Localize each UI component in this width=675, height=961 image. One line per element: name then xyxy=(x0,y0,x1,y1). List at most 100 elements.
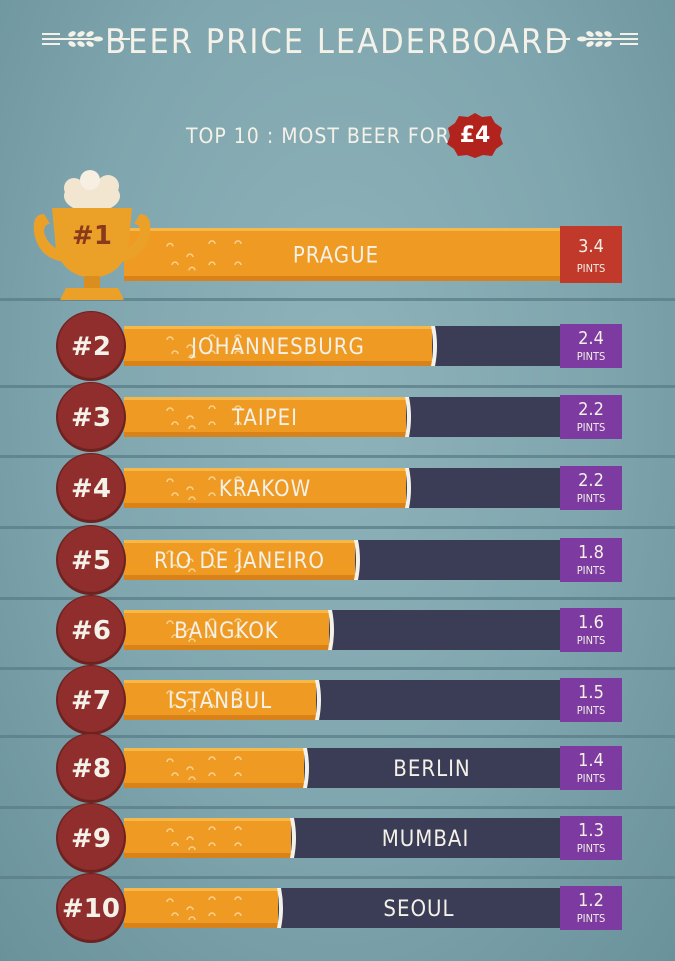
unit-label: PINTS xyxy=(577,842,606,855)
unit-label: PINTS xyxy=(577,564,606,577)
pints-box xyxy=(560,678,622,722)
unit-label: PINTS xyxy=(577,912,606,925)
city-label: PRAGUE xyxy=(293,244,379,269)
bubble xyxy=(171,704,179,709)
rank-label: #1 xyxy=(72,221,112,251)
bubble xyxy=(188,638,196,643)
bar-shade xyxy=(124,923,278,928)
bubble xyxy=(208,421,216,426)
bubble xyxy=(186,344,194,349)
bubble xyxy=(166,828,174,833)
foam-edge xyxy=(315,680,321,720)
value-label: 1.6 xyxy=(578,612,604,633)
bubble xyxy=(234,405,242,410)
rank-label: #10 xyxy=(62,894,120,924)
bubble xyxy=(166,242,174,247)
bar xyxy=(124,680,316,720)
bar-shade xyxy=(124,503,406,508)
bubble xyxy=(188,568,196,573)
pints-box xyxy=(560,538,622,582)
bubble xyxy=(186,906,194,911)
bubble xyxy=(171,421,179,426)
bubble xyxy=(186,415,194,420)
foam-edge xyxy=(405,468,411,508)
bar xyxy=(124,540,355,580)
city-label: TAIPEI xyxy=(231,406,298,431)
value-label: 2.4 xyxy=(578,328,604,349)
value-label: 1.4 xyxy=(578,750,604,771)
price-badge-value: £4 xyxy=(459,123,491,148)
shelf-line xyxy=(0,806,675,809)
foam-edge xyxy=(354,540,360,580)
shelf-line xyxy=(0,667,675,670)
bar-shade xyxy=(124,853,291,858)
rank-circle xyxy=(58,804,124,870)
foam-edge xyxy=(303,748,309,788)
bubble xyxy=(234,756,242,761)
bubble xyxy=(208,704,216,709)
rank-label: #5 xyxy=(71,546,111,576)
bubble xyxy=(234,772,242,777)
rank-label: #7 xyxy=(71,686,111,716)
bubble xyxy=(186,766,194,771)
foam-edge xyxy=(277,888,283,928)
bar-row: PRAGUE 3.4 PINTS xyxy=(124,226,622,283)
foam-edge xyxy=(328,610,334,650)
bubble xyxy=(208,756,216,761)
bubble xyxy=(234,334,242,339)
rank-label: #2 xyxy=(71,332,111,362)
rank-circle xyxy=(58,734,124,800)
bubble xyxy=(166,758,174,763)
trophy-stem xyxy=(84,276,100,288)
rank-label: #4 xyxy=(71,474,111,504)
bubble xyxy=(234,564,242,569)
bubble xyxy=(186,253,194,258)
city-label: KRAKOW xyxy=(219,477,311,502)
shelf-line xyxy=(0,526,675,529)
bubble xyxy=(186,558,194,563)
rank-circle xyxy=(58,454,124,520)
value-label: 1.2 xyxy=(578,890,604,911)
bubble xyxy=(171,772,179,777)
unit-label: PINTS xyxy=(577,704,606,717)
bar xyxy=(124,610,329,650)
pints-box xyxy=(560,226,622,283)
unit-label: PINTS xyxy=(577,350,606,363)
value-label: 3.4 xyxy=(578,236,604,257)
foam-edge xyxy=(405,397,411,437)
bubble xyxy=(234,826,242,831)
bubble xyxy=(208,842,216,847)
bubble xyxy=(234,634,242,639)
bubble xyxy=(234,476,242,481)
shelf-line xyxy=(0,455,675,458)
foam-bubble xyxy=(97,175,119,197)
bubble xyxy=(234,896,242,901)
bubble xyxy=(208,476,216,481)
bar-shade xyxy=(124,575,355,580)
bubble xyxy=(188,776,196,781)
bubble xyxy=(166,336,174,341)
unit-label: PINTS xyxy=(577,421,606,434)
bubble xyxy=(208,405,216,410)
bubble xyxy=(188,846,196,851)
pints-box xyxy=(560,608,622,652)
bubble xyxy=(171,564,179,569)
rank-circle xyxy=(58,874,124,940)
trophy-cup xyxy=(52,208,132,278)
city-label: JOHANNESBURG xyxy=(189,335,365,360)
bubble xyxy=(208,634,216,639)
unit-label: PINTS xyxy=(577,634,606,647)
value-label: 1.3 xyxy=(578,820,604,841)
bubble xyxy=(171,492,179,497)
foam-bubble xyxy=(64,178,84,198)
rank-circle xyxy=(58,312,124,378)
wheat-right-icon xyxy=(550,31,638,47)
bubble xyxy=(234,492,242,497)
bubble xyxy=(234,618,242,623)
shelf-line xyxy=(0,298,675,301)
